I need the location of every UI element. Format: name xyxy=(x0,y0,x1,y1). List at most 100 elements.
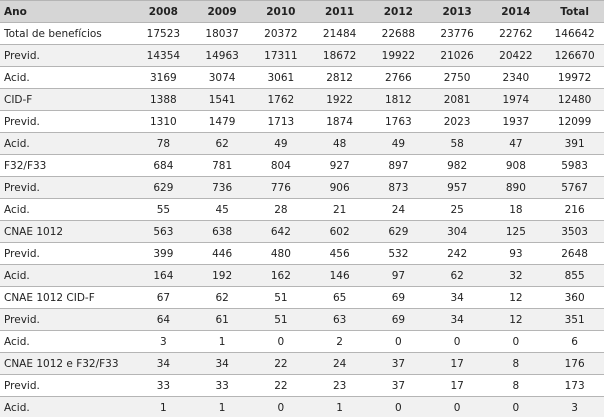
cell: 890 xyxy=(486,176,546,199)
cell: 736 xyxy=(192,176,252,199)
cell: 23 xyxy=(310,374,369,397)
cell: 173 xyxy=(545,374,604,397)
cell: 34 xyxy=(134,352,193,375)
cell: 456 xyxy=(310,242,369,265)
table-row: CNAE 1012 CID-F 67 62 51 65 69 34 12 360 xyxy=(0,286,604,309)
table-row: CID-F 1388 1541 1762 1922 1812 2081 1974 12480 xyxy=(0,88,604,111)
cell: 78 xyxy=(134,132,193,155)
cell: 64 xyxy=(134,308,193,331)
cell: 25 xyxy=(427,198,487,221)
cell: 776 xyxy=(251,176,311,199)
cell: 146642 xyxy=(545,22,604,45)
cell: 1 xyxy=(192,396,252,417)
header-cell: Ano xyxy=(0,0,134,23)
row-label: CNAE 1012 xyxy=(0,220,134,243)
cell: 304 xyxy=(427,220,487,243)
cell: 927 xyxy=(310,154,369,177)
cell: 49 xyxy=(369,132,428,155)
header-cell: 2008 xyxy=(134,0,193,23)
cell: 2023 xyxy=(427,110,487,133)
cell: 19922 xyxy=(369,44,428,67)
cell: 34 xyxy=(427,308,487,331)
header-cell: 2012 xyxy=(369,0,428,23)
cell: 125 xyxy=(486,220,546,243)
row-label: CNAE 1012 CID-F xyxy=(0,286,134,309)
cell: 24 xyxy=(310,352,369,375)
cell: 47 xyxy=(486,132,546,155)
cell: 20372 xyxy=(251,22,311,45)
cell: 0 xyxy=(251,330,311,353)
header-cell: Total xyxy=(545,0,604,23)
cell: 63 xyxy=(310,308,369,331)
cell: 2812 xyxy=(310,66,369,89)
row-label: CID-F xyxy=(0,88,134,111)
row-label: Previd. xyxy=(0,44,134,67)
cell: 1713 xyxy=(251,110,311,133)
cell: 602 xyxy=(310,220,369,243)
cell: 0 xyxy=(486,396,546,417)
cell: 957 xyxy=(427,176,487,199)
row-label: Total de benefícios xyxy=(0,22,134,45)
cell: 51 xyxy=(251,308,311,331)
cell: 65 xyxy=(310,286,369,309)
header-cell: 2011 xyxy=(310,0,369,23)
cell: 1763 xyxy=(369,110,428,133)
cell: 629 xyxy=(134,176,193,199)
row-label: Acid. xyxy=(0,66,134,89)
row-label: Previd. xyxy=(0,374,134,397)
cell: 12099 xyxy=(545,110,604,133)
cell: 446 xyxy=(192,242,252,265)
cell: 22762 xyxy=(486,22,546,45)
cell: 14963 xyxy=(192,44,252,67)
cell: 176 xyxy=(545,352,604,375)
cell: 1388 xyxy=(134,88,193,111)
cell: 126670 xyxy=(545,44,604,67)
cell: 18 xyxy=(486,198,546,221)
cell: 20422 xyxy=(486,44,546,67)
cell: 642 xyxy=(251,220,311,243)
row-label: Acid. xyxy=(0,198,134,221)
cell: 2766 xyxy=(369,66,428,89)
cell: 17311 xyxy=(251,44,311,67)
table-row: Acid. 78 62 49 48 49 58 47 391 xyxy=(0,132,604,155)
cell: 0 xyxy=(369,330,428,353)
cell: 1479 xyxy=(192,110,252,133)
table-row: Previd. 64 61 51 63 69 34 12 351 xyxy=(0,308,604,331)
row-label: Acid. xyxy=(0,396,134,417)
cell: 58 xyxy=(427,132,487,155)
table-row: Acid. 1 1 0 1 0 0 0 3 xyxy=(0,396,604,417)
row-label: F32/F33 xyxy=(0,154,134,177)
cell: 17 xyxy=(427,374,487,397)
cell: 192 xyxy=(192,264,252,287)
table-row: Previd. 33 33 22 23 37 17 8 173 xyxy=(0,374,604,397)
cell: 19972 xyxy=(545,66,604,89)
cell: 1 xyxy=(310,396,369,417)
table-row: Previd. 14354 14963 17311 18672 19922 21026 204… xyxy=(0,44,604,67)
cell: 18037 xyxy=(192,22,252,45)
cell: 23776 xyxy=(427,22,487,45)
cell: 21484 xyxy=(310,22,369,45)
table-row: Acid. 164 192 162 146 97 62 32 855 xyxy=(0,264,604,287)
table-row: F32/F33 684 781 804 927 897 982 908 5983 xyxy=(0,154,604,177)
header-cell: 2013 xyxy=(427,0,487,23)
cell: 12480 xyxy=(545,88,604,111)
cell: 17523 xyxy=(134,22,193,45)
cell: 164 xyxy=(134,264,193,287)
cell: 62 xyxy=(192,132,252,155)
cell: 563 xyxy=(134,220,193,243)
row-label: Previd. xyxy=(0,110,134,133)
cell: 28 xyxy=(251,198,311,221)
cell: 32 xyxy=(486,264,546,287)
cell: 0 xyxy=(427,396,487,417)
header-cell: 2010 xyxy=(251,0,311,23)
cell: 22688 xyxy=(369,22,428,45)
cell: 351 xyxy=(545,308,604,331)
cell: 873 xyxy=(369,176,428,199)
table-row: Acid. 3169 3074 3061 2812 2766 2750 2340 19972 xyxy=(0,66,604,89)
table-row: Acid. 3 1 0 2 0 0 0 6 xyxy=(0,330,604,353)
cell: 5983 xyxy=(545,154,604,177)
header-cell: 2014 xyxy=(486,0,546,23)
cell: 391 xyxy=(545,132,604,155)
cell: 1812 xyxy=(369,88,428,111)
cell: 21026 xyxy=(427,44,487,67)
